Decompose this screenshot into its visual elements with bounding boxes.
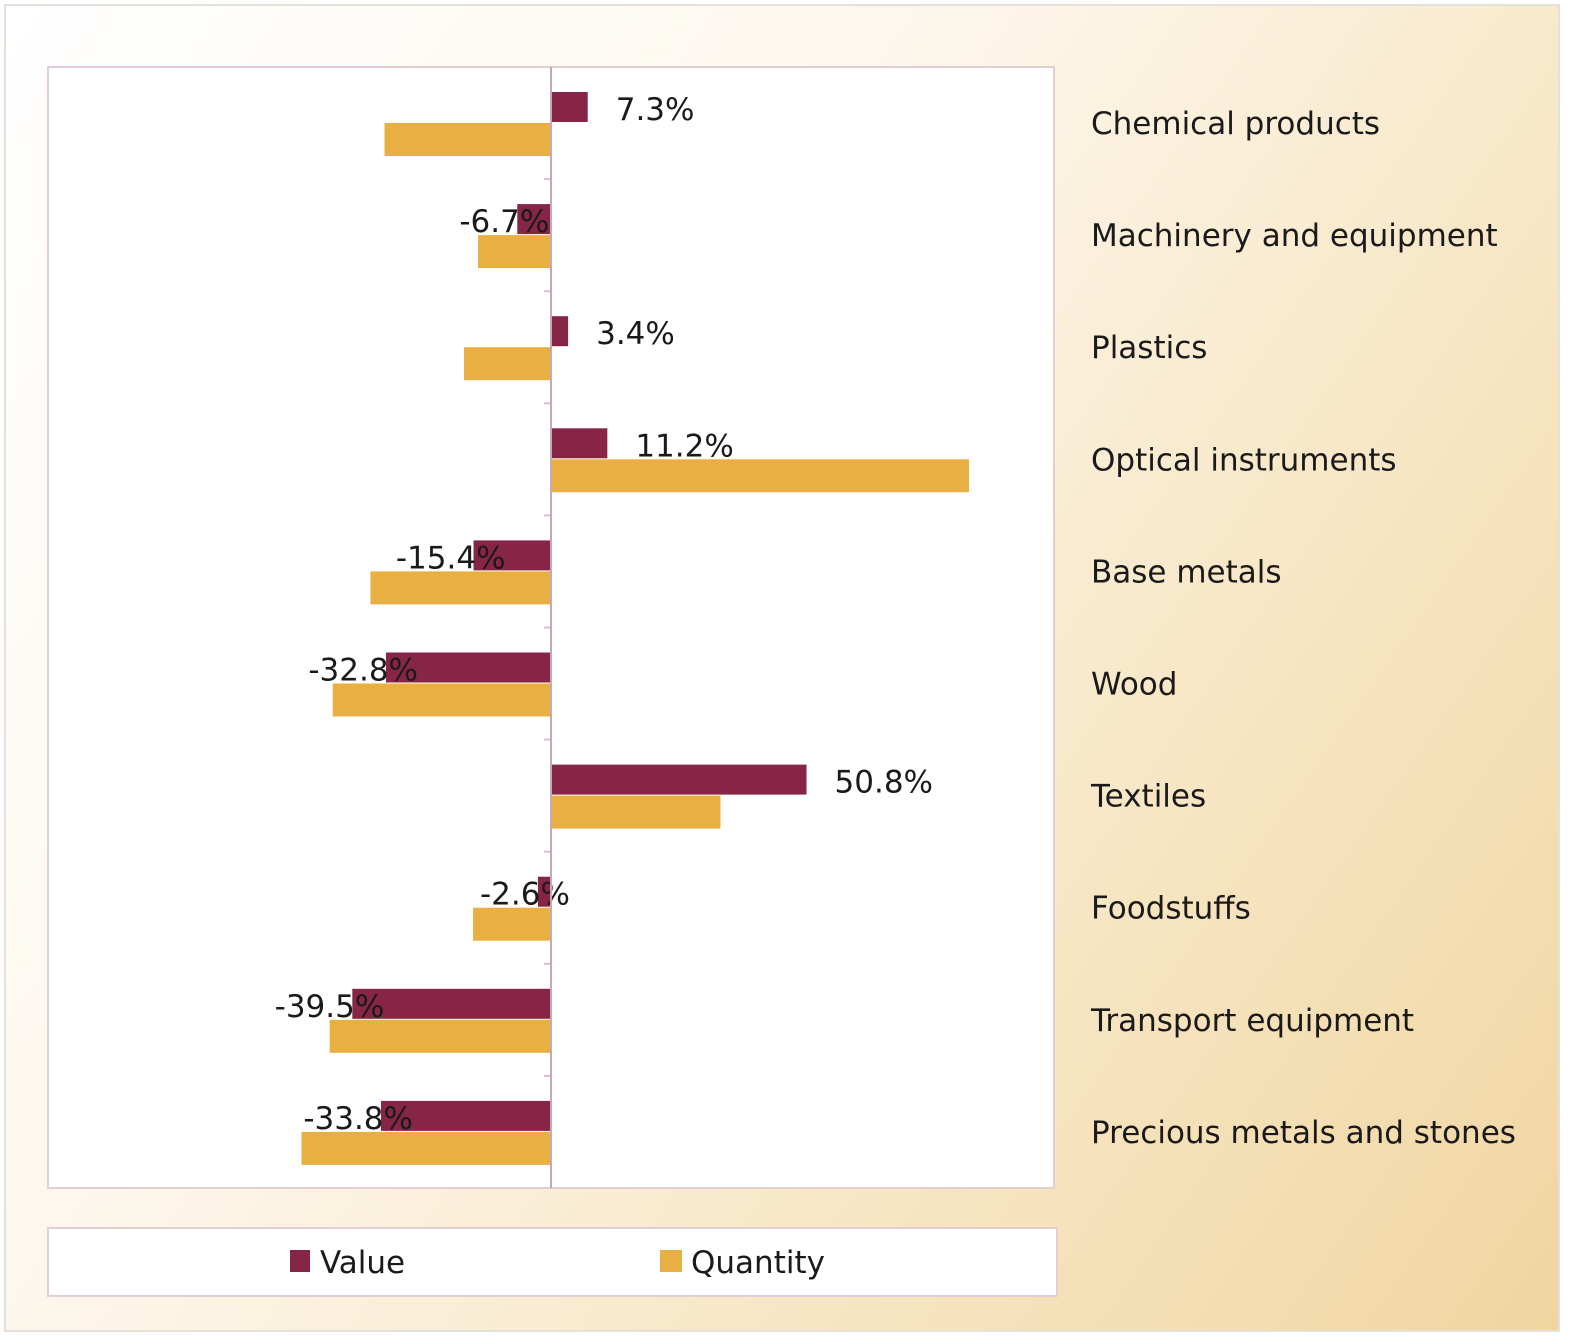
bar-quantity [478,235,551,269]
category-label: Chemical products [1091,106,1380,142]
data-label-value: 11.2% [635,428,733,464]
bar-value [551,764,807,795]
bar-quantity [384,123,551,156]
category-label: Base metals [1091,554,1282,590]
category-label: Machinery and equipment [1091,218,1498,254]
data-label-value: 7.3% [616,92,695,128]
bar-quantity [551,459,969,493]
data-label-value: -32.8% [308,653,418,689]
bar-value [517,204,551,235]
data-label-value: 50.8% [835,765,933,801]
bar-quantity [463,347,551,381]
category-label: Transport equipment [1090,1003,1414,1039]
legend-swatch-value [290,1250,310,1272]
data-label-value: -39.5% [275,989,385,1025]
data-label-value: 3.4% [596,316,675,352]
category-label: Optical instruments [1091,442,1397,478]
bar-value [537,876,551,907]
bar-quantity [301,1131,551,1165]
bar-quantity [332,683,551,717]
legend-label-value: Value [320,1245,405,1281]
category-label: Precious metals and stones [1091,1115,1516,1151]
bar-quantity [370,571,551,605]
bar-value [352,988,551,1019]
bar-value [551,428,608,459]
bar-value [551,92,588,122]
bar-value [473,540,551,571]
category-label: Wood [1091,667,1177,703]
data-label-value: -2.6% [480,877,570,913]
legend-box [47,1227,1058,1297]
bar-value [551,316,569,347]
data-label-value: -33.8% [303,1101,413,1137]
data-label-value: -6.7% [459,204,549,240]
bar-quantity [329,1019,551,1053]
legend-swatch-quantity [660,1250,682,1272]
category-label: Plastics [1091,330,1207,366]
bar-value [386,652,551,683]
category-label: Textiles [1090,779,1206,815]
legend-label-quantity: Quantity [691,1245,825,1281]
data-label-value: -15.4% [396,540,506,576]
category-label: Foodstuffs [1091,891,1251,927]
bar-quantity [551,795,721,829]
bar-value [380,1100,551,1131]
bar-quantity [473,907,551,941]
